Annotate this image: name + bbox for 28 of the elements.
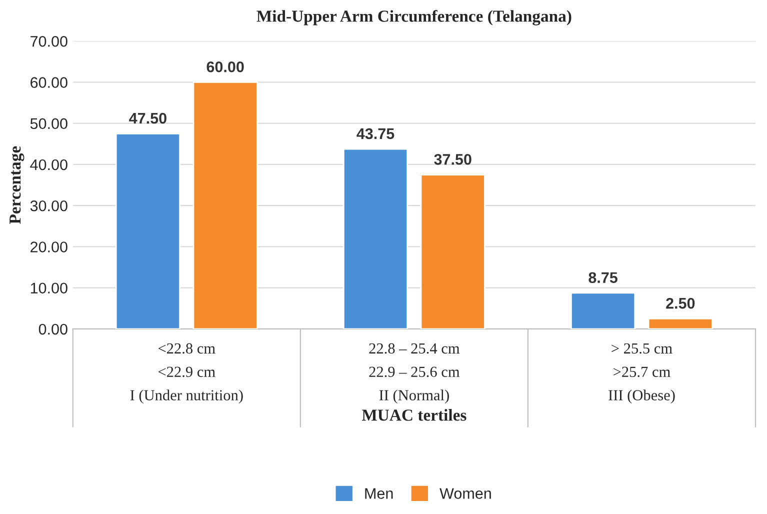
bar [115,132,181,329]
legend-label: Men [365,488,393,499]
chart-title: Mid-Upper Arm Circumference (Telangana) [256,10,572,26]
x-tick-label: > 25.5 cm >25.7 cm III (Obese) [608,343,675,404]
data-label: 2.50 [666,298,695,309]
bar [420,174,486,329]
bar [648,318,713,329]
legend-label: Women [440,488,491,499]
y-tick-label: 20.00 [30,242,68,252]
y-tick-label: 60.00 [30,77,68,88]
y-tick-label: 0.00 [38,324,68,335]
y-tick-label: 70.00 [30,36,68,47]
data-label: 37.50 [434,154,472,165]
y-tick-label: 30.00 [30,200,68,212]
data-label: 47.50 [129,112,166,124]
bar [570,292,636,329]
data-label: 43.75 [356,128,394,140]
y-tick-label: 40.00 [30,159,68,170]
y-tick-label: 50.00 [30,118,68,130]
y-tick-label: 10.00 [30,282,68,294]
data-label: 60.00 [206,61,244,72]
x-axis-title: MUAC tertiles [362,409,466,421]
y-axis-title: Percentage [10,146,24,224]
x-tick-label: 22.8 – 25.4 cm 22.9 – 25.6 cm II (Normal) [369,343,460,404]
data-label: 8.75 [588,272,618,284]
x-tick-label: <22.8 cm <22.9 cm I (Under nutrition) [130,343,243,404]
bar [192,82,258,329]
bar [342,148,408,329]
